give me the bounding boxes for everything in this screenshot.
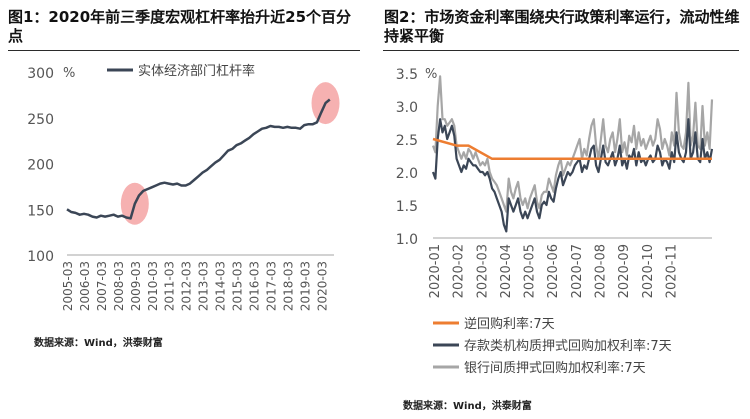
chart1-xtick-label: 2016-03 [247, 261, 261, 311]
chart2-xtick-label: 2020-03 [475, 244, 490, 298]
chart1-legend-label: 实体经济部门杠杆率 [138, 63, 255, 79]
chart2-legend-label: 逆回购利率:7天 [464, 316, 555, 332]
chart2-xtick-label: 2020-06 [546, 244, 561, 298]
chart1-xtick-label: 2007-03 [95, 261, 109, 311]
chart2-xtick-label: 2020-10 [641, 244, 656, 298]
chart1-xtick-label: 2009-03 [129, 261, 143, 311]
chart2-xtick-label: 2020-04 [499, 244, 514, 298]
chart1-xtick-label: 2017-03 [264, 261, 278, 311]
chart1-xtick-label: 2010-03 [146, 261, 160, 311]
chart2-series-dr007 [431, 118, 714, 233]
chart1-ytick-label: 250 [27, 112, 54, 128]
chart1-xtick-label: 2012-03 [180, 261, 194, 311]
chart2-series-r007 [431, 75, 714, 213]
chart2-ytick-label: 2.5 [396, 133, 418, 149]
chart1-ytick-label: 300 [27, 66, 54, 82]
chart2-unit-label: % [425, 67, 437, 82]
chart1-xtick-label: 2008-03 [112, 261, 126, 311]
chart2-series-reverse-repo [432, 137, 712, 161]
chart2-ytick-label: 2.0 [396, 166, 418, 182]
chart1-xtick-label: 2014-03 [214, 261, 228, 311]
chart1-title-rule [8, 50, 360, 51]
chart2-ytick-label: 3.0 [396, 100, 418, 116]
chart2-plot: 1.0 1.5 2.0 2.5 3.0 3.5 % 2020-01 2020-02 2020-03… [396, 67, 714, 376]
chart1-xtick-label: 2020-03 [315, 261, 329, 311]
chart2-xtick-label: 2020-07 [570, 244, 585, 298]
chart1-unit-label: % [63, 66, 75, 81]
chart2-legend-label: 存款类机构质押式回购加权利率:7天 [464, 338, 672, 354]
chart2-legend-label: 银行间质押式回购加权利率:7天 [464, 360, 646, 376]
chart2-title-rule [383, 50, 739, 51]
chart2-ytick-label: 1.0 [396, 232, 418, 248]
chart1-title: 图1：2020年前三季度宏观杠杆率抬升近25个百分点 [8, 8, 352, 45]
leverage-chart-panel: 图1：2020年前三季度宏观杠杆率抬升近25个百分点 100 150 200 250 3… [8, 8, 360, 349]
chart1-xtick-label: 2013-03 [197, 261, 211, 311]
chart1-xtick-label: 2005-03 [61, 261, 75, 311]
chart2-title: 图2：市场资金利率围绕央行政策利率运行，流动性维持紧平衡 [384, 8, 740, 45]
chart1-xtick-label: 2018-03 [281, 261, 295, 311]
chart1-xtick-label: 2011-03 [163, 261, 177, 311]
money-rate-chart-panel: 图2：市场资金利率围绕央行政策利率运行，流动性维持紧平衡 1.0 1.5 2.0 2.… [375, 0, 750, 419]
chart1-series-line [66, 98, 331, 220]
chart2-ytick-label: 3.5 [396, 67, 418, 83]
chart2-xtick-label: 2020-05 [523, 244, 538, 298]
chart2-xtick-label: 2020-09 [617, 244, 632, 298]
chart2-xtick-label: 2020-11 [664, 244, 679, 298]
chart1-ytick-label: 150 [27, 203, 54, 219]
chart2-xtick-label: 2020-02 [452, 244, 467, 298]
chart2-xtick-label: 2020-08 [594, 244, 609, 298]
chart1-xtick-label: 2019-03 [298, 261, 312, 311]
chart1-xtick-label: 2015-03 [231, 261, 245, 311]
chart1-xtick-label: 2006-03 [78, 261, 92, 311]
chart2-xtick-label: 2020-01 [428, 244, 443, 298]
chart2-source: 数据来源：Wind，洪泰财富 [403, 401, 532, 412]
chart1-ytick-label: 200 [27, 158, 54, 174]
chart1-ytick-label: 100 [27, 249, 54, 265]
chart1-source: 数据来源：Wind，洪泰财富 [34, 338, 163, 349]
chart2-ytick-label: 1.5 [396, 199, 418, 215]
